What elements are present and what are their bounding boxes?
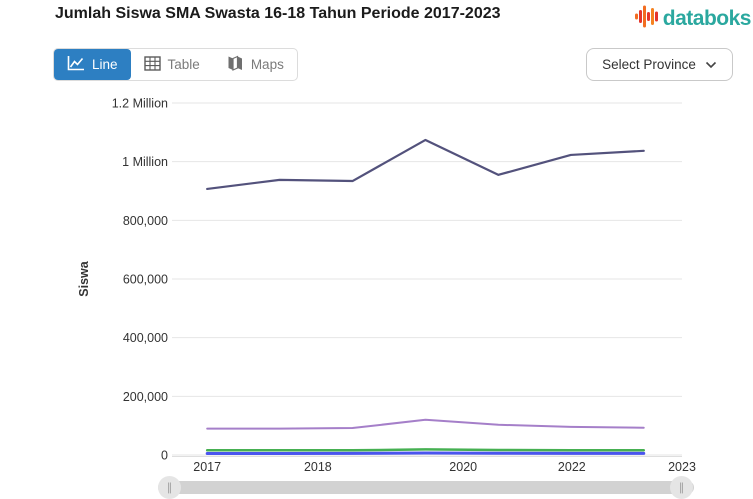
tab-maps-label: Maps (250, 57, 284, 72)
series-line-series-dark-slate (206, 138, 645, 191)
x-tick-label: 2017 (193, 460, 221, 474)
series-line-series-blue (205, 451, 646, 456)
tab-table-label: Table (167, 57, 200, 72)
x-tick-label: 2023 (668, 460, 696, 474)
y-axis-title: Siswa (77, 260, 91, 296)
y-tick-label: 0 (161, 449, 168, 463)
scrollbar-left-handle[interactable]: ∥ (158, 476, 181, 499)
chevron-down-icon (705, 57, 717, 72)
select-province-label: Select Province (602, 57, 696, 72)
page-title: Jumlah Siswa SMA Swasta 16-18 Tahun Peri… (55, 5, 501, 22)
series-line-series-purple (206, 418, 645, 430)
y-tick-label: 600,000 (123, 273, 168, 287)
chart-scrollbar-track[interactable] (158, 481, 694, 494)
line-chart: 1.2 Million 1 Million 800,000 600,000 400,00… (0, 95, 753, 475)
databoks-bars-icon (634, 3, 661, 35)
tab-line[interactable]: Line (54, 49, 131, 80)
y-tick-label: 400,000 (123, 331, 168, 345)
series-line-series-green (205, 448, 645, 452)
tab-table[interactable]: Table (131, 49, 213, 80)
chart-canvas: 1.2 Million 1 Million 800,000 600,000 400,00… (77, 97, 696, 475)
table-grid-icon (143, 55, 161, 74)
y-tick-label: 1 Million (122, 155, 168, 169)
y-tick-label: 800,000 (123, 214, 168, 228)
chart-type-tabs: Line Table Maps (53, 48, 298, 81)
y-tick-label: 200,000 (123, 390, 168, 404)
scrollbar-right-handle[interactable]: ∥ (670, 476, 693, 499)
folded-map-icon (226, 55, 244, 74)
line-chart-icon (67, 55, 85, 74)
databoks-logo: databoks (634, 3, 752, 35)
x-tick-label: 2018 (304, 460, 332, 474)
tab-line-label: Line (92, 57, 118, 72)
databoks-logo-text: databoks (662, 7, 752, 30)
x-tick-label: 2022 (558, 460, 586, 474)
y-tick-label: 1.2 Million (112, 97, 168, 111)
x-tick-label: 2020 (449, 460, 477, 474)
select-province-dropdown[interactable]: Select Province (586, 48, 733, 81)
tab-maps[interactable]: Maps (213, 49, 297, 80)
